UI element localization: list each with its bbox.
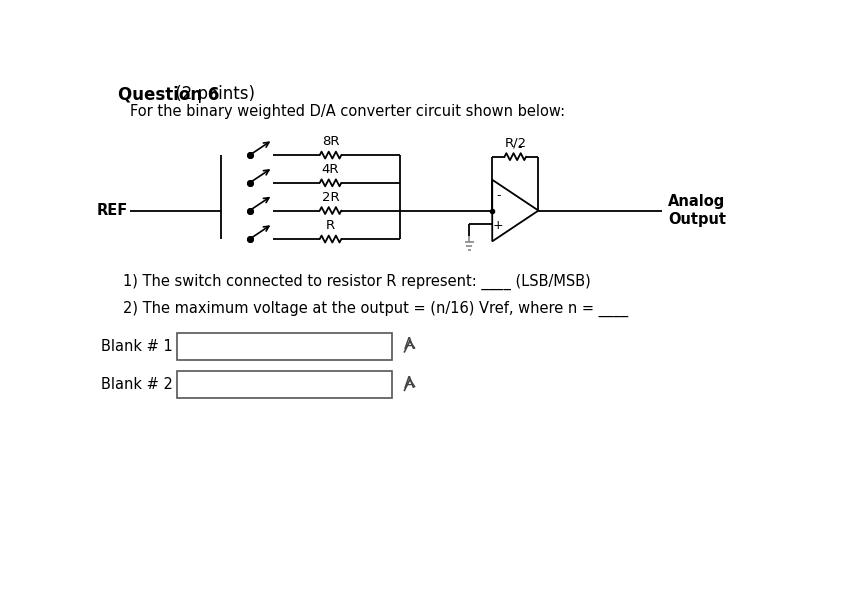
Text: -: - xyxy=(517,141,521,154)
Text: 2R: 2R xyxy=(322,191,339,204)
Text: 2) The maximum voltage at the output = (n/16) Vref, where n = ____: 2) The maximum voltage at the output = (… xyxy=(123,301,627,317)
Text: -: - xyxy=(496,188,500,202)
Bar xyxy=(177,371,392,398)
Text: 1) The switch connected to resistor R represent: ____ (LSB/MSB): 1) The switch connected to resistor R re… xyxy=(123,274,590,290)
Bar xyxy=(177,333,392,360)
Text: (2 points): (2 points) xyxy=(171,85,256,103)
Text: 8R: 8R xyxy=(322,135,339,148)
Text: Analog
Output: Analog Output xyxy=(668,195,726,227)
Text: A: A xyxy=(404,376,415,391)
Text: R: R xyxy=(326,219,335,232)
Text: Blank # 2: Blank # 2 xyxy=(101,378,172,393)
Text: For the binary weighted D/A converter circuit shown below:: For the binary weighted D/A converter ci… xyxy=(130,104,565,119)
Text: A: A xyxy=(404,338,415,353)
Text: R/2: R/2 xyxy=(505,137,526,150)
Text: +: + xyxy=(493,219,504,231)
Text: Question 6: Question 6 xyxy=(118,85,220,103)
Text: REF: REF xyxy=(97,203,128,218)
Text: Blank # 1: Blank # 1 xyxy=(101,339,172,354)
Text: 4R: 4R xyxy=(322,163,339,176)
